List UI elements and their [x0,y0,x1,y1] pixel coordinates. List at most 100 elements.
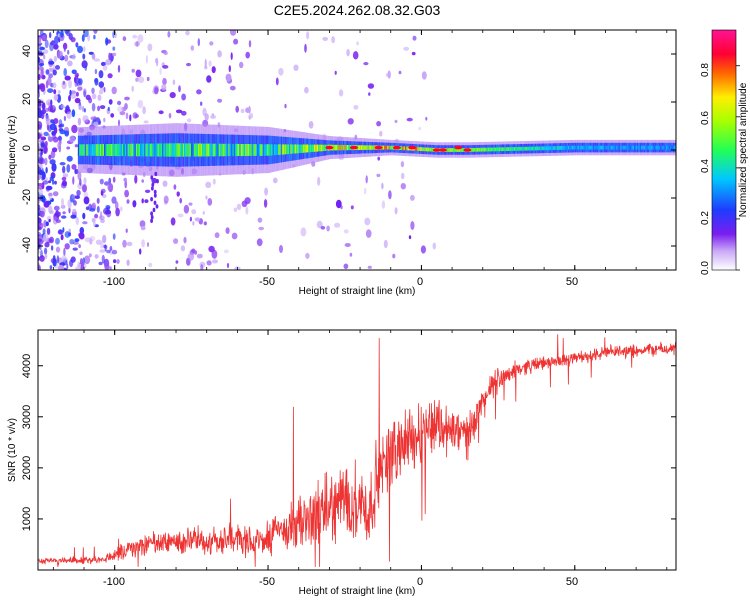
heatmap-noise-cell [74,168,79,174]
heatmap-band-cell [487,147,490,152]
heatmap-band-cell [616,145,618,150]
heatmap-noise-cell [169,92,176,99]
heatmap-noise-cell [45,185,51,192]
snr-ylabel: SNR (10 * v/v) [7,418,18,482]
heatmap-noise-cell [100,61,106,67]
heatmap-band-cell [544,146,546,151]
heatmap-band-cell [474,147,476,152]
heatmap-noise-cell [59,162,66,166]
heatmap-band-cell [482,147,484,152]
heatmap-noise-cell [410,194,415,201]
heatmap-noise-cell [134,174,138,184]
heatmap-noise-cell [91,53,96,60]
heatmap-noise-cell [68,228,71,234]
heatmap-noise-cell [293,64,299,71]
heatmap-noise-cell [156,179,159,184]
heatmap-noise-cell [204,113,209,121]
heatmap-band-cell [460,148,462,152]
heatmap-band-cell [170,143,172,157]
heatmap-noise-cell [83,30,89,38]
heatmap-noise-cell [173,184,177,190]
heatmap-band-cell [425,147,428,152]
heatmap-band-cell [133,143,135,157]
heatmap-band-cell [283,144,285,155]
heatmap-noise-cell [57,50,63,60]
heatmap-band-cell [656,145,658,150]
heatmap-noise-cell [110,113,115,118]
heatmap-band-cell [184,143,186,157]
heatmap-band-cell [620,145,622,150]
heatmap-noise-cell [62,80,65,85]
heatmap-band-cell [301,144,303,153]
heatmap-band-cell [242,144,244,157]
heatmap-noise-cell [98,89,104,95]
heatmap-band-cell [654,145,657,150]
heatmap-noise-cell [63,48,66,52]
heatmap-noise-cell [40,69,44,78]
heatmap-noise-cell [394,207,398,215]
heatmap-band-cell [193,143,196,157]
heatmap-noise-cell [235,105,239,113]
heatmap-band-cell [545,146,548,151]
heatmap-noise-cell [137,34,144,43]
heatmap-ytick-label: -20 [21,189,33,205]
heatmap-noise-cell [250,112,253,119]
heatmap-band-cell [504,147,506,152]
heatmap-band-cell [261,144,263,156]
heatmap-noise-cell [78,232,85,240]
heatmap-noise-cell [122,36,127,42]
heatmap-band-cell [181,143,183,157]
heatmap-band-cell [471,148,473,152]
heatmap-noise-cell [185,30,190,36]
heatmap-noise-cell [180,245,186,252]
heatmap-noise-cell [368,92,371,96]
heatmap-band-cell [116,143,118,157]
heatmap-noise-cell [91,102,96,112]
heatmap-band-cell [561,146,563,150]
heatmap-band-cell [661,145,664,150]
heatmap-band-cell [127,143,129,157]
heatmap-noise-cell [175,109,183,114]
heatmap-band-cell [120,143,123,157]
heatmap-noise-cell [72,247,78,251]
heatmap-band-cell [244,144,247,156]
heatmap-noise-cell [96,197,100,204]
heatmap-noise-cell [52,69,57,76]
snr-ytick-label: 4000 [21,354,33,378]
heatmap-noise-cell [162,180,168,187]
heatmap-noise-cell [74,72,80,78]
heatmap-noise-cell [403,46,410,51]
heatmap-band-cell [215,143,218,157]
heatmap-noise-cell [93,34,96,40]
heatmap-xlabel: Height of straight line (km) [299,286,416,297]
heatmap-band-cell [88,144,91,156]
heatmap-band-cell [95,144,98,156]
heatmap-band-cell [649,145,651,150]
heatmap-noise-cell [83,46,86,53]
heatmap-band-cell [498,147,501,152]
heatmap-noise-cell [335,199,342,209]
heatmap-band-cell [563,145,566,150]
snr-ticks [38,330,676,570]
heatmap-noise-cell [229,85,236,91]
heatmap-band-cell [610,145,613,150]
heatmap-band-cell [583,145,585,150]
heatmap-band-cell [204,143,207,157]
heatmap-band-cell [119,143,121,157]
heatmap-noise-cell [400,172,405,180]
heatmap-band-cell [105,144,107,156]
heatmap-noise-cell [47,88,54,93]
heatmap-noise-cell [248,40,252,48]
heatmap-band-cell [106,144,109,156]
heatmap-band-cell [142,143,145,157]
heatmap-band-cell [657,145,659,150]
heatmap-band-cell [402,146,404,151]
heatmap-band-cell [257,144,259,156]
heatmap-band-cell [358,145,360,151]
heatmap-noise-cell [94,213,99,219]
heatmap-noise-cell [106,209,112,218]
heatmap-noise-cell [191,209,197,215]
heatmap-noise-cell [98,261,103,266]
heatmap-noise-cell [322,36,329,41]
heatmap-band-cell [501,147,503,152]
